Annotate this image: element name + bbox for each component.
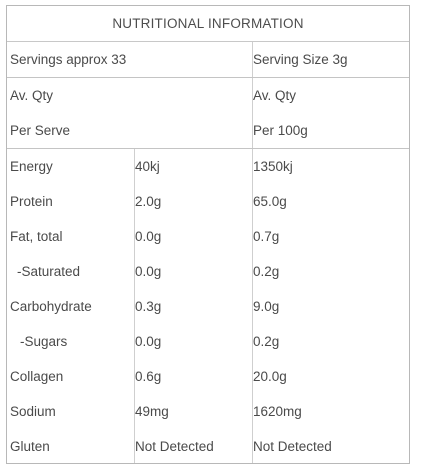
- table-row: -Sugars 0.0g 0.2g: [7, 324, 409, 359]
- table-row: Sodium 49mg 1620mg: [7, 394, 409, 429]
- per-serve-value: 0.6g: [135, 369, 162, 384]
- per-100g-value: 9.0g: [253, 299, 280, 314]
- avqty-label-right: Av. Qty: [253, 88, 297, 103]
- table-row: Fat, total 0.0g 0.7g: [7, 219, 409, 254]
- per-100g-value: 1620mg: [253, 404, 302, 419]
- per-serve-value: 2.0g: [135, 194, 162, 209]
- nutrient-name: Energy: [10, 159, 53, 174]
- per-100g-value: 0.2g: [253, 264, 280, 279]
- column-divider: [252, 78, 253, 113]
- nutrient-name: Fat, total: [10, 229, 63, 244]
- table-row: Gluten Not Detected Not Detected: [7, 429, 409, 463]
- nutrient-name: Collagen: [10, 369, 64, 384]
- nutrient-name: Gluten: [10, 439, 50, 454]
- per-row: Per Serve Per 100g: [7, 113, 409, 149]
- avqty-row: Av. Qty Av. Qty: [7, 78, 409, 113]
- per-100g-value: 0.2g: [253, 334, 280, 349]
- nutrient-name: -Saturated: [17, 264, 81, 279]
- nutrient-name: Protein: [10, 194, 53, 209]
- per-serve-value: 0.3g: [135, 299, 162, 314]
- per-100g-value: 20.0g: [253, 369, 287, 384]
- table-row: -Saturated 0.0g 0.2g: [7, 254, 409, 289]
- nutrient-name: Sodium: [10, 404, 56, 419]
- servings-per-pack: Servings approx 33: [10, 52, 127, 67]
- serving-size: Serving Size 3g: [253, 52, 348, 67]
- avqty-label-left: Av. Qty: [10, 88, 54, 103]
- column-divider: [252, 42, 253, 77]
- per-100g-header: Per 100g: [253, 123, 308, 138]
- servings-row: Servings approx 33 Serving Size 3g: [7, 42, 409, 78]
- per-serve-value: 40kj: [135, 159, 160, 174]
- table-row: Carbohydrate 0.3g 9.0g: [7, 289, 409, 324]
- per-100g-value: Not Detected: [253, 439, 332, 454]
- per-100g-value: 0.7g: [253, 229, 280, 244]
- nutrition-panel: NUTRITIONAL INFORMATION Servings approx …: [6, 5, 410, 464]
- per-serve-header: Per Serve: [10, 123, 71, 138]
- table-row: Energy 40kj 1350kj: [7, 149, 409, 184]
- per-100g-value: 1350kj: [253, 159, 293, 174]
- per-serve-value: 0.0g: [135, 334, 162, 349]
- table-row: Protein 2.0g 65.0g: [7, 184, 409, 219]
- column-divider: [252, 113, 253, 148]
- nutrient-name: Carbohydrate: [10, 299, 92, 314]
- per-serve-value: 0.0g: [135, 264, 162, 279]
- table-row: Collagen 0.6g 20.0g: [7, 359, 409, 394]
- per-serve-value: 0.0g: [135, 229, 162, 244]
- nutrient-name: -Sugars: [20, 334, 68, 349]
- per-100g-value: 65.0g: [253, 194, 287, 209]
- per-serve-value: Not Detected: [135, 439, 214, 454]
- per-serve-value: 49mg: [135, 404, 169, 419]
- panel-title: NUTRITIONAL INFORMATION: [7, 6, 409, 42]
